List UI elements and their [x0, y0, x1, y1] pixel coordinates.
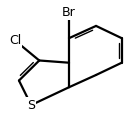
Text: S: S — [27, 99, 35, 112]
Text: Br: Br — [62, 6, 76, 19]
Text: Cl: Cl — [9, 34, 21, 47]
